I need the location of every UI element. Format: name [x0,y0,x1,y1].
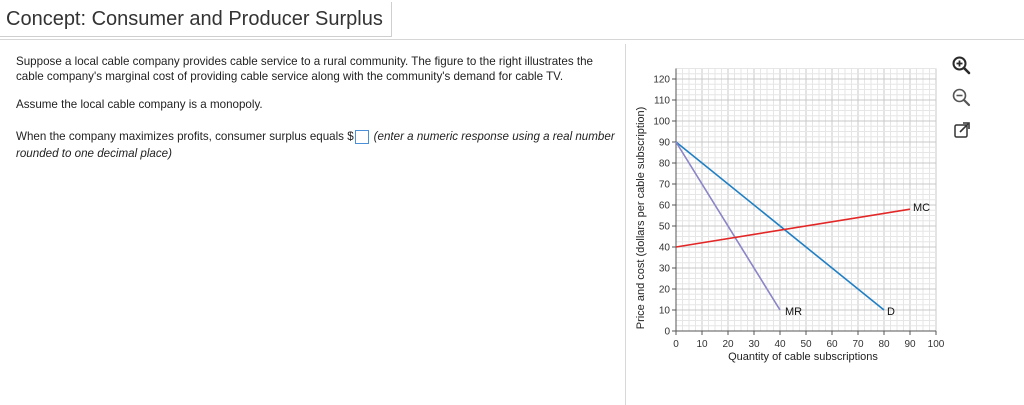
y-tick-label: 120 [653,75,670,86]
question-prompt-line: When the company maximizes profits, cons… [16,128,616,162]
series-line-d [675,141,885,311]
question-paragraph-2: Assume the local cable company is a mono… [16,98,263,111]
x-tick-label: 70 [852,339,864,350]
y-tick-label: 90 [659,138,671,149]
x-tick-label: 100 [928,339,945,350]
chart-ticks: 0 10 20 30 40 50 60 70 80 90 100 0 10 20 30 40 50 60 70 80 9… [653,75,944,351]
x-tick-label: 30 [748,339,760,350]
x-tick-label: 20 [722,339,734,350]
question-prompt: When the company maximizes profits, cons… [16,129,354,143]
x-tick-label: 40 [774,339,786,350]
y-tick-label: 70 [659,180,671,191]
y-axis-label: Price and cost (dollars per cable subscr… [635,107,647,330]
question-paragraph-1: Suppose a local cable company provides c… [16,55,593,83]
title-bar: Concept: Consumer and Producer Surplus [0,0,1024,40]
y-tick-label: 100 [653,117,670,128]
x-tick-label: 60 [826,339,838,350]
x-tick-label: 50 [800,339,812,350]
y-tick-label: 110 [654,96,670,107]
supply-demand-chart: 0 10 20 30 40 50 60 70 80 90 100 0 10 20 30 40 50 60 70 80 9… [635,68,945,363]
page-title: Concept: Consumer and Producer Surplus [0,2,392,37]
y-tick-label: 30 [659,264,671,275]
x-axis-label: Quantity of cable subscriptions [728,351,878,363]
y-tick-label: 20 [659,285,671,296]
answer-input[interactable] [354,129,369,144]
x-tick-label: 90 [904,339,916,350]
popout-icon[interactable] [952,120,972,140]
y-tick-label: 60 [659,201,671,212]
panel-divider [625,44,626,405]
x-tick-label: 0 [673,339,679,350]
y-tick-label: 0 [664,327,670,338]
zoom-out-icon[interactable] [951,87,971,107]
series-line-mr [675,141,781,311]
chart-grid [675,68,937,332]
y-tick-label: 50 [659,222,671,233]
x-tick-label: 80 [878,339,890,350]
y-tick-label: 40 [659,243,671,254]
series-label-mc: MC [913,202,930,214]
answer-hint: (enter a numeric response using a real n… [16,129,615,160]
chart-series [675,141,911,311]
series-line-mc [675,208,911,248]
x-tick-label: 10 [696,339,708,350]
question-panel: Suppose a local cable company provides c… [16,55,616,162]
series-label-d: D [887,306,895,318]
zoom-in-icon[interactable] [951,55,971,75]
series-label-mr: MR [785,306,802,318]
y-tick-label: 10 [659,306,671,317]
y-tick-label: 80 [659,159,671,170]
chart-series-labels: D MR MC [785,202,930,318]
